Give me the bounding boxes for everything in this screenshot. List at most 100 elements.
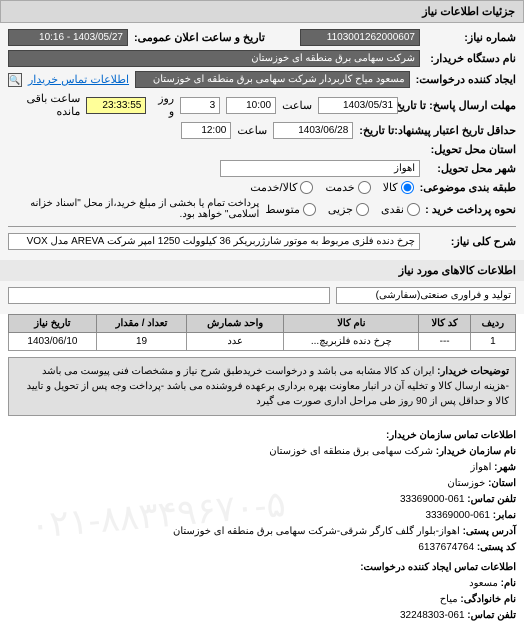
label-days-and: روز و [152,92,174,118]
row-payment: نحوه پرداخت خرید : نقدی جزیی متوسط پرداخ… [8,198,516,220]
table-header-row: ردیف کد کالا نام کالا واحد شمارش تعداد /… [9,315,516,333]
label-remaining: ساعت باقی مانده [8,92,80,118]
label-validity: حداقل تاریخ اعتبار پیشنهاد:تا تاریخ: [359,124,516,137]
radio-kala-khedmat[interactable] [300,181,313,194]
search-icon[interactable]: 🔍 [8,73,22,87]
label-city: شهر محل تحویل: [426,162,516,175]
label-summary: شرح کلی نیاز: [426,235,516,248]
row-validity: حداقل تاریخ اعتبار پیشنهاد:تا تاریخ: ساع… [8,122,516,139]
row-classification: طبقه بندی موضوعی: کالا خدمت کالا/خدمت [8,181,516,194]
items-table-container: ردیف کد کالا نام کالا واحد شمارش تعداد /… [0,314,524,351]
label-deadline: مهلت ارسال پاسخ: تا تاریخ: [404,99,516,112]
radio-label-jozi: جزیی [328,203,353,216]
radio-group-payment: نقدی جزیی متوسط [265,203,420,216]
col-need-date: تاریخ نیاز [9,315,97,333]
input-device-name[interactable] [8,50,420,67]
input-validity-date[interactable] [273,122,353,139]
value-org-name: شرکت سهامی برق منطقه ای خوزستان [269,446,433,457]
label-org-name: نام سازمان خریدار: [436,446,516,457]
input-deadline-date[interactable] [318,97,398,114]
label-announce-date: تاریخ و ساعت اعلان عمومی: [134,31,265,44]
requester-title: اطلاعات تماس ایجاد کننده درخواست: [8,560,516,576]
cell-item-code: --- [419,333,470,351]
label-deadline-time: ساعت [282,99,312,112]
cell-item-name: چرخ دنده فلزبریچ... [284,333,419,351]
value-contact-family: میاح [440,594,458,605]
label-contact-phone: تلفن تماس: [467,494,516,505]
row-province: استان محل تحویل: [8,143,516,156]
value-requester-phone: 061-32248303 [400,610,465,621]
row-summary: شرح کلی نیاز: [8,233,516,250]
label-contact-city: شهر: [494,462,516,473]
label-classification: طبقه بندی موضوعی: [420,181,516,194]
radio-group-classification: کالا خدمت کالا/خدمت [250,181,413,194]
label-requester-phone: تلفن تماس: [467,610,516,621]
input-filter-industry[interactable] [336,287,516,304]
page-title: جزئیات اطلاعات نیاز [422,6,515,18]
radio-label-motavaset: متوسط [265,203,300,216]
radio-khedmat[interactable] [358,181,371,194]
input-validity-time[interactable] [181,122,231,139]
cell-need-date: 1403/06/10 [9,333,97,351]
input-remaining-time[interactable] [86,97,146,114]
value-contact-address: اهواز-بلوار گلف کارگر شرقی-شرکت سهامی بر… [173,526,460,537]
contact-section: اطلاعات تماس سازمان خریدار: نام سازمان خ… [0,422,524,630]
form-section: شماره نیاز: تاریخ و ساعت اعلان عمومی: نا… [0,23,524,260]
radio-motavaset[interactable] [303,203,316,216]
col-qty: تعداد / مقدار [96,315,186,333]
payment-note: پرداخت تمام یا بخشی از مبلغ خرید،از محل … [8,198,259,220]
filter-section [0,281,524,314]
radio-label-kala: کالا [383,181,398,194]
label-contact-family: نام خانوادگی: [460,594,516,605]
value-contact-phone: 061-33369000 [400,494,465,505]
radio-kala[interactable] [401,181,414,194]
row-requester: ایجاد کننده درخواست: اطلاعات تماس خریدار… [8,71,516,88]
value-contact-name: مسعود [469,578,498,589]
items-section-title: اطلاعات کالاهای مورد نیاز [0,260,524,281]
label-request-number: شماره نیاز: [426,31,516,44]
value-contact-province: خوزستان [447,478,485,489]
col-item-code: کد کالا [419,315,470,333]
col-row-num: ردیف [470,315,515,333]
input-announce-date[interactable] [8,29,128,46]
value-contact-fax: 061-33369000 [425,510,490,521]
label-contact-name: نام: [501,578,516,589]
value-contact-city: اهواز [471,462,492,473]
label-requester: ایجاد کننده درخواست: [416,73,516,86]
radio-label-kala-khedmat: کالا/خدمت [250,181,297,194]
buyer-notes-box: توضیحات خریدار: ایران کد کالا مشابه می ب… [8,357,516,416]
cell-qty: 19 [96,333,186,351]
radio-jozi[interactable] [356,203,369,216]
items-table: ردیف کد کالا نام کالا واحد شمارش تعداد /… [8,314,516,351]
label-payment: نحوه پرداخت خرید : [426,203,516,216]
col-unit: واحد شمارش [187,315,284,333]
label-contact-address: آدرس پستی: [463,526,516,537]
row-deadline: مهلت ارسال پاسخ: تا تاریخ: ساعت روز و سا… [8,92,516,118]
input-deadline-time[interactable] [226,97,276,114]
link-buyer-contact[interactable]: اطلاعات تماس خریدار [28,73,129,86]
table-row[interactable]: 1 --- چرخ دنده فلزبریچ... عدد 19 1403/06… [9,333,516,351]
input-filter-search[interactable] [8,287,330,304]
label-device-name: نام دستگاه خریدار: [426,52,516,65]
radio-naghdi[interactable] [407,203,420,216]
page-header: جزئیات اطلاعات نیاز [0,0,524,23]
cell-unit: عدد [187,333,284,351]
label-province: استان محل تحویل: [426,143,516,156]
input-summary[interactable] [8,233,420,250]
value-contact-postal: 6137674764 [418,542,474,553]
input-request-number[interactable] [300,29,420,46]
row-city: شهر محل تحویل: [8,160,516,177]
buyer-org-title: اطلاعات تماس سازمان خریدار: [8,428,516,444]
radio-label-naghdi: نقدی [381,203,404,216]
input-city[interactable] [220,160,420,177]
radio-label-khedmat: خدمت [325,181,354,194]
label-contact-province: استان: [488,478,516,489]
label-contact-fax: نمابر: [493,510,516,521]
label-validity-time: ساعت [237,124,267,137]
row-request-number: شماره نیاز: تاریخ و ساعت اعلان عمومی: [8,29,516,46]
col-item-name: نام کالا [284,315,419,333]
cell-row-num: 1 [470,333,515,351]
input-deadline-days[interactable] [180,97,220,114]
input-requester[interactable] [135,71,410,88]
row-device-name: نام دستگاه خریدار: [8,50,516,67]
